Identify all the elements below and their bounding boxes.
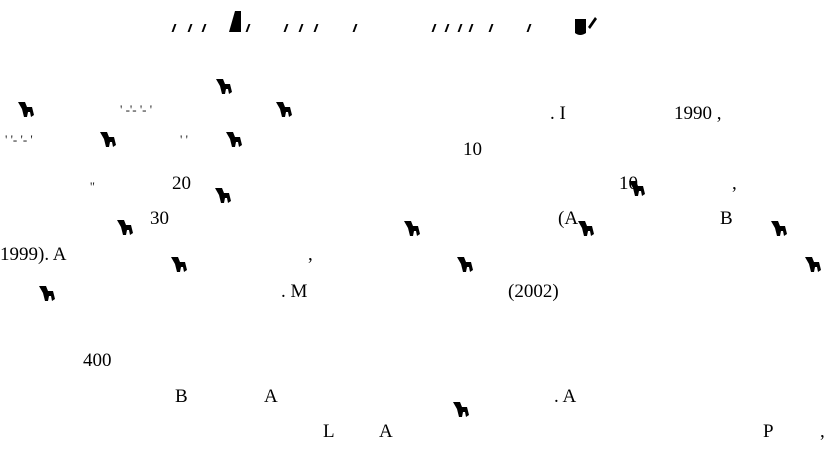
body-text: L: [323, 421, 335, 442]
title-wedge: [229, 11, 241, 32]
glyph-icon: [17, 101, 35, 119]
body-text: 30: [150, 208, 169, 229]
title-glyph: [352, 24, 358, 32]
title-glyph: [201, 24, 207, 32]
body-text: 400: [83, 350, 112, 371]
glyph-mark: ' '- '- ': [5, 132, 33, 147]
body-text: . I: [550, 103, 566, 124]
title-glyph: [187, 24, 193, 32]
body-text: 1999). A: [0, 244, 67, 265]
glyph-icon: [804, 256, 822, 274]
glyph-icon: [770, 220, 788, 238]
body-text: 10: [619, 173, 638, 194]
body-text: (A: [558, 208, 579, 229]
title-glyph: [444, 24, 450, 32]
glyph-icon: [403, 220, 421, 238]
title-glyph: [431, 24, 437, 32]
title-glyph: [298, 24, 304, 32]
body-text: A: [379, 421, 393, 442]
glyph-icon: [170, 256, 188, 274]
body-text: 1990 ,: [674, 103, 722, 124]
title-glyph: [488, 24, 494, 32]
title-glyph: [171, 24, 177, 32]
glyph-mark: '': [90, 179, 95, 194]
body-text: B: [720, 208, 733, 229]
glyph-icon: [456, 256, 474, 274]
body-text: P: [763, 421, 774, 442]
body-text: . M: [281, 281, 308, 302]
glyph-mark: ' ': [180, 132, 188, 147]
glyph-icon: [116, 219, 134, 237]
garbled-title: [0, 0, 830, 48]
body-text: (2002): [508, 281, 559, 302]
glyph-icon: [38, 285, 56, 303]
glyph-mark: ' -'- '- ': [120, 102, 153, 117]
title-blob: [575, 17, 597, 35]
glyph-icon: [225, 131, 243, 149]
body-text: 10: [463, 139, 482, 160]
title-glyph: [468, 24, 474, 32]
title-glyph: [526, 24, 532, 32]
glyph-icon: [452, 401, 470, 419]
glyph-icon: [628, 180, 646, 198]
title-glyph: [457, 24, 463, 32]
body-text: ,: [732, 173, 737, 194]
body-text: 20: [172, 173, 191, 194]
body-text: A: [264, 386, 278, 407]
glyph-icon: [577, 220, 595, 238]
glyph-icon: [215, 78, 233, 96]
body-text: ,: [308, 244, 313, 265]
title-glyph: [245, 24, 251, 32]
glyph-icon: [214, 187, 232, 205]
title-glyph: [313, 24, 319, 32]
body-text: B: [175, 386, 188, 407]
glyph-icon: [275, 101, 293, 119]
title-glyph: [283, 24, 289, 32]
body-text: . A: [554, 386, 577, 407]
body-text: ,: [820, 421, 825, 442]
glyph-icon: [99, 131, 117, 149]
